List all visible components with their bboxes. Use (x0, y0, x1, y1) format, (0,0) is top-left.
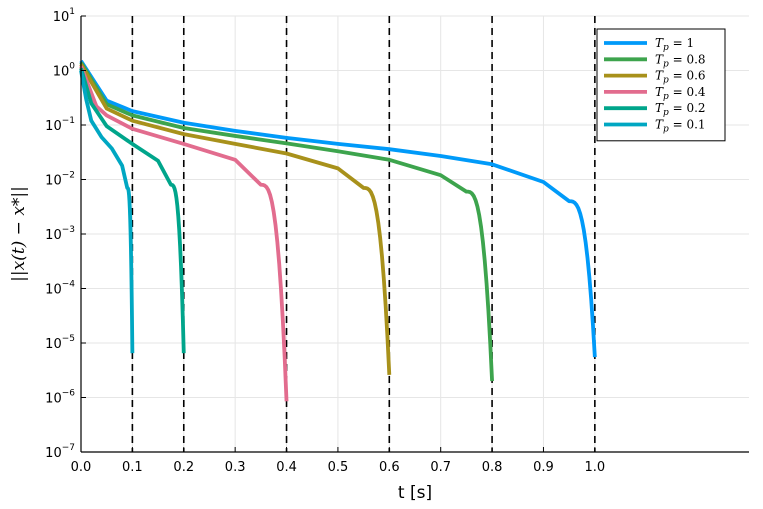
y-tick-label: 10−6 (45, 389, 75, 407)
x-tick-label: 0.9 (533, 460, 554, 475)
legend: Tp = 1Tp = 0.8Tp = 0.6Tp = 0.4Tp = 0.2Tp… (596, 28, 726, 142)
series-line (79, 67, 186, 354)
legend-label: Tp = 0.6 (655, 69, 706, 86)
x-tick-label: 1.0 (585, 460, 606, 475)
x-tick-label: 0.0 (71, 460, 92, 475)
y-tick-label: 10−2 (45, 171, 75, 189)
y-tick-label: 100 (53, 62, 76, 80)
legend-label: Tp = 0.1 (655, 118, 706, 135)
legend-label: Tp = 1 (655, 36, 694, 53)
axes (80, 15, 749, 453)
series-line (79, 65, 289, 402)
legend-label: Tp = 0.4 (655, 85, 706, 102)
series-line (79, 61, 494, 382)
series-line (79, 59, 597, 358)
y-tick-label: 10−1 (45, 116, 75, 134)
series-line (79, 70, 135, 354)
series-group (79, 59, 597, 402)
y-axis-label: ||x(t) − x*|| (9, 186, 29, 282)
legend-label: Tp = 0.2 (655, 101, 706, 118)
legend-label: Tp = 0.8 (655, 52, 706, 69)
x-tick-label: 0.8 (482, 460, 503, 475)
x-tick-label: 0.6 (379, 460, 400, 475)
x-tick-label: 0.5 (328, 460, 349, 475)
legend-box (596, 28, 726, 142)
x-tick-label: 0.1 (122, 460, 143, 475)
x-tick-label: 0.7 (430, 460, 451, 475)
tick-labels: 0.0 0.1 0.2 0.3 0.4 0.5 0.6 0.7 0.8 0.9 1.0 101 100 1… (45, 7, 605, 475)
x-tick-label: 0.2 (173, 460, 194, 475)
x-axis-label: t [s] (398, 483, 432, 503)
y-tick-label: 10−4 (45, 280, 75, 298)
y-tick-label: 101 (53, 7, 75, 25)
y-tick-label: 10−3 (45, 225, 75, 243)
x-tick-label: 0.3 (225, 460, 246, 475)
x-tick-label: 0.4 (276, 460, 297, 475)
series-line (79, 63, 392, 375)
y-tick-label: 10−7 (45, 443, 75, 461)
y-tick-label: 10−5 (45, 334, 75, 352)
